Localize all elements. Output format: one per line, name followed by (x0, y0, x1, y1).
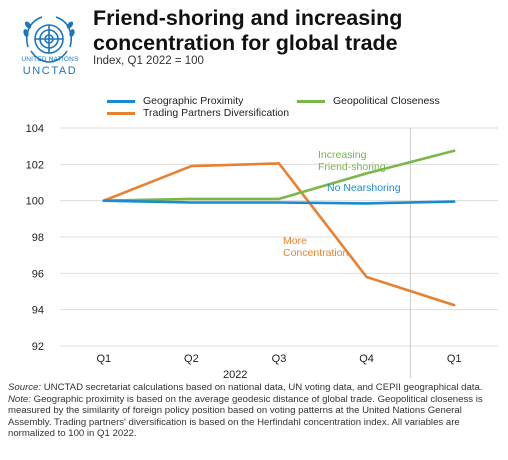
y-tick-label: 94 (32, 305, 44, 317)
y-tick-label: 102 (26, 159, 44, 171)
annotation-line: More (283, 235, 307, 247)
methodology-note: Note: Geographic proximity is based on t… (8, 394, 502, 440)
legend-swatch-geopolitical-closeness (297, 99, 325, 103)
annotation-line: Friend-shoring (318, 161, 386, 173)
note-label: Note: (8, 393, 31, 405)
annotation-line: Increasing (318, 149, 367, 161)
x-tick-label: Q1 (96, 353, 111, 365)
annotation-line: No Nearshoring (327, 182, 401, 194)
y-tick-label: 104 (26, 123, 44, 135)
series-line-trading-partners-diversification (102, 162, 456, 307)
x-group-label: 2022 (223, 369, 247, 381)
chart-notes: Source: UNCTAD secretariat calculations … (8, 382, 502, 440)
source-note: Source: UNCTAD secretariat calculations … (8, 382, 502, 394)
legend-label: Geographic Proximity (143, 95, 244, 107)
y-tick-label: 96 (32, 268, 44, 280)
x-tick-label: Q1 (447, 353, 462, 365)
x-tick-label: Q2 (184, 353, 199, 365)
legend-swatch-trading-partners-diversification (107, 111, 135, 115)
note-text: Geographic proximity is based on the ave… (8, 393, 483, 440)
chart-subtitle: Index, Q1 2022 = 100 (93, 55, 204, 67)
y-tick-label: 92 (32, 341, 44, 353)
legend-label: Trading Partners Diversification (143, 107, 290, 119)
annotation-no-nearshoring: No Nearshoring (327, 182, 401, 194)
legend-swatch-geographic-proximity (107, 99, 135, 103)
x-tick-label: Q3 (272, 353, 287, 365)
chart-title: Friend-shoring and increasing concentrat… (93, 6, 403, 55)
source-text: UNCTAD secretariat calculations based on… (41, 382, 483, 393)
series-line-geopolitical-closeness (102, 149, 456, 202)
logo-org-line-2: UNCTAD (22, 65, 78, 77)
source-label: Source: (8, 382, 42, 393)
x-tick-label: Q4 (359, 353, 374, 365)
legend-label: Geopolitical Closeness (333, 95, 440, 107)
y-tick-label: 100 (26, 196, 44, 208)
annotation-increasing-friend-shoring: Increasing Friend-shoring (318, 149, 386, 173)
annotation-more-concentration: More Concentration (283, 235, 349, 259)
annotation-line: Concentration (283, 247, 349, 259)
legend-item-geopolitical-closeness: Geopolitical Closeness (297, 95, 440, 107)
legend-item-trading-partners-diversification: Trading Partners Diversification (107, 107, 289, 119)
un-emblem-icon (23, 16, 75, 63)
series-line-geographic-proximity (102, 199, 456, 205)
logo-org-line-1: UNITED NATIONS (21, 56, 79, 63)
y-tick-label: 98 (32, 232, 44, 244)
legend-item-geographic-proximity: Geographic Proximity (107, 95, 243, 107)
